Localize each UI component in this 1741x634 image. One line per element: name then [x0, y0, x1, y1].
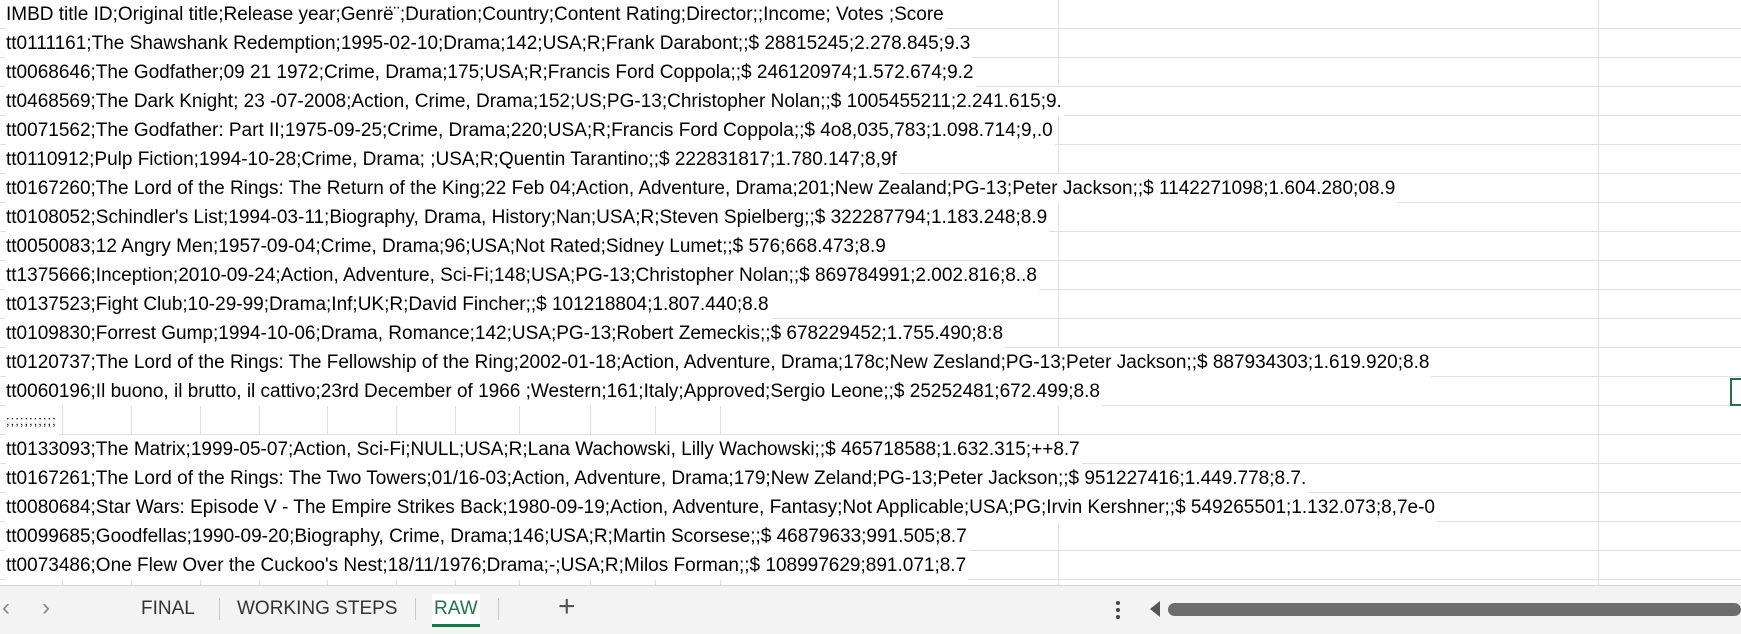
- add-sheet-plus-icon[interactable]: +: [558, 590, 576, 623]
- tab-final[interactable]: FINAL: [141, 598, 195, 619]
- next-sheet-arrow-icon[interactable]: ›: [42, 594, 50, 621]
- cell-a2[interactable]: tt0111161;The Shawshank Redemption;1995-…: [6, 29, 973, 58]
- tab-raw[interactable]: RAW: [432, 594, 480, 627]
- column-divider: [1058, 0, 1059, 585]
- table-row[interactable]: tt0133093;The Matrix;1999-05-07;Action, …: [0, 435, 1741, 464]
- table-row[interactable]: tt0137523;Fight Club;10-29-99;Drama;Inf;…: [0, 290, 1741, 319]
- table-row[interactable]: tt0099685;Goodfellas;1990-09-20;Biograph…: [0, 522, 1741, 551]
- table-row[interactable]: IMBD title ID;Original title;Release yea…: [0, 0, 1741, 29]
- cell-a19[interactable]: tt0099685;Goodfellas;1990-09-20;Biograph…: [6, 522, 969, 551]
- cell-a17[interactable]: tt0167261;The Lord of the Rings: The Two…: [6, 464, 1309, 493]
- selected-cell-indicator[interactable]: [1730, 378, 1741, 406]
- table-row[interactable]: tt0110912;Pulp Fiction;1994-10-28;Crime,…: [0, 145, 1741, 174]
- cell-a11[interactable]: tt0137523;Fight Club;10-29-99;Drama;Inf;…: [6, 290, 771, 319]
- table-row[interactable]: tt0167260;The Lord of the Rings: The Ret…: [0, 174, 1741, 203]
- cell-a16[interactable]: tt0133093;The Matrix;1999-05-07;Action, …: [6, 435, 1082, 464]
- table-row[interactable]: tt0109830;Forrest Gump;1994-10-06;Drama,…: [0, 319, 1741, 348]
- cell-a5[interactable]: tt0071562;The Godfather: Part II;1975-09…: [6, 116, 1055, 145]
- table-row[interactable]: tt0068646;The Godfather;09 21 1972;Crime…: [0, 58, 1741, 87]
- table-row[interactable]: tt0073486;One Flew Over the Cuckoo's Nes…: [0, 551, 1741, 580]
- cell-a14[interactable]: tt0060196;Il buono, il brutto, il cattiv…: [6, 377, 1102, 406]
- cell-a4[interactable]: tt0468569;The Dark Knight; 23 -07-2008;A…: [6, 87, 1064, 116]
- table-row[interactable]: tt0167261;The Lord of the Rings: The Two…: [0, 464, 1741, 493]
- scroll-left-arrow-icon[interactable]: [1150, 601, 1160, 617]
- cell-a12[interactable]: tt0109830;Forrest Gump;1994-10-06;Drama,…: [6, 319, 1006, 348]
- cell-a20[interactable]: tt0073486;One Flew Over the Cuckoo's Nes…: [6, 551, 969, 580]
- active-tab-underline: [432, 624, 480, 627]
- tab-separator: [415, 598, 416, 620]
- tab-working-steps[interactable]: WORKING STEPS: [237, 598, 398, 619]
- table-row[interactable]: tt0071562;The Godfather: Part II;1975-09…: [0, 116, 1741, 145]
- table-row[interactable]: tt0120737;The Lord of the Rings: The Fel…: [0, 348, 1741, 377]
- table-row[interactable]: tt0108052;Schindler's List;1994-03-11;Bi…: [0, 203, 1741, 232]
- tab-separator: [219, 598, 220, 620]
- cell-a18[interactable]: tt0080684;Star Wars: Episode V - The Emp…: [6, 493, 1437, 522]
- table-row[interactable]: tt0060196;Il buono, il brutto, il cattiv…: [0, 377, 1741, 406]
- column-divider: [1598, 0, 1599, 585]
- table-row[interactable]: tt1375666;Inception;2010-09-24;Action, A…: [0, 261, 1741, 290]
- cell-a8[interactable]: tt0108052;Schindler's List;1994-03-11;Bi…: [6, 203, 1050, 232]
- prev-sheet-arrow-icon[interactable]: ‹: [2, 594, 10, 621]
- cell-a7[interactable]: tt0167260;The Lord of the Rings: The Ret…: [6, 174, 1398, 203]
- cell-a1[interactable]: IMBD title ID;Original title;Release yea…: [6, 0, 946, 29]
- tab-separator: [498, 598, 499, 620]
- table-row[interactable]: tt0111161;The Shawshank Redemption;1995-…: [0, 29, 1741, 58]
- table-row[interactable]: ;;;;;;;;;;;: [0, 406, 1741, 435]
- cell-a15[interactable]: ;;;;;;;;;;;: [6, 406, 59, 435]
- table-row[interactable]: tt0080684;Star Wars: Episode V - The Emp…: [0, 493, 1741, 522]
- spreadsheet-grid[interactable]: IMBD title ID;Original title;Release yea…: [0, 0, 1741, 585]
- cell-a9[interactable]: tt0050083;12 Angry Men;1957-09-04;Crime,…: [6, 232, 888, 261]
- sheet-tab-bar: ‹ › FINAL WORKING STEPS RAW +: [0, 585, 1741, 634]
- tab-raw-label: RAW: [434, 598, 478, 619]
- cell-a13[interactable]: tt0120737;The Lord of the Rings: The Fel…: [6, 348, 1432, 377]
- table-row[interactable]: tt0050083;12 Angry Men;1957-09-04;Crime,…: [0, 232, 1741, 261]
- horizontal-scrollbar-thumb[interactable]: [1168, 603, 1741, 616]
- cell-a3[interactable]: tt0068646;The Godfather;09 21 1972;Crime…: [6, 58, 976, 87]
- table-row[interactable]: tt0468569;The Dark Knight; 23 -07-2008;A…: [0, 87, 1741, 116]
- cell-a10[interactable]: tt1375666;Inception;2010-09-24;Action, A…: [6, 261, 1039, 290]
- more-options-icon[interactable]: [1115, 601, 1121, 621]
- cell-a6[interactable]: tt0110912;Pulp Fiction;1994-10-28;Crime,…: [6, 145, 899, 174]
